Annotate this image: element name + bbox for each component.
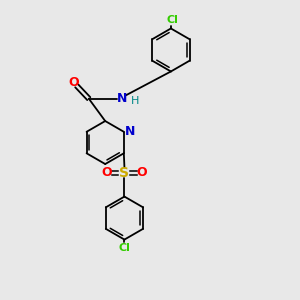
Text: Cl: Cl — [167, 15, 178, 25]
Text: Cl: Cl — [118, 243, 130, 253]
Text: N: N — [125, 125, 136, 138]
Text: O: O — [68, 76, 79, 89]
Text: N: N — [116, 92, 127, 105]
Text: H: H — [131, 96, 140, 106]
Text: S: S — [119, 166, 129, 180]
Text: O: O — [102, 166, 112, 179]
Text: O: O — [136, 166, 147, 179]
